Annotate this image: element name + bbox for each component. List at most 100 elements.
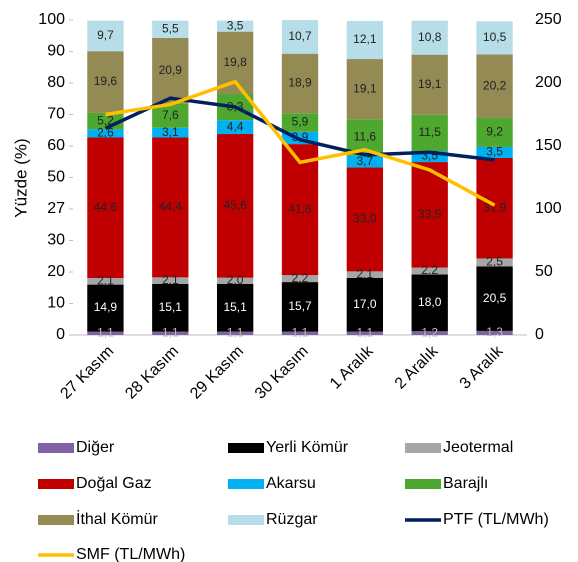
x-tick-label: 1 Aralık: [327, 342, 377, 392]
data-label: 7,6: [162, 108, 179, 122]
bar-segment: [152, 37, 189, 104]
data-label: 45,6: [223, 198, 247, 212]
legend-label: Jeotermal: [443, 439, 513, 456]
x-tick-label: 27 Kasım: [57, 343, 117, 403]
data-label: 2,1: [97, 273, 114, 287]
line: [104, 96, 495, 162]
bar-segment: [346, 59, 384, 120]
legend-swatch: [38, 515, 74, 525]
y-tick-label: 90: [47, 43, 65, 60]
y2-tick-label: 0: [535, 326, 544, 343]
bar-segment: [346, 271, 384, 278]
data-label: 5,9: [292, 115, 309, 129]
data-label: 19,6: [94, 74, 118, 88]
bar-segment: [152, 283, 189, 332]
data-label: 14,9: [94, 300, 118, 314]
bar-segment: [216, 134, 254, 278]
data-label: 2,1: [162, 273, 179, 287]
y2-tick-label: 100: [535, 200, 562, 217]
bar-segment: [281, 53, 319, 114]
bar-segment: [216, 277, 254, 284]
x-tick-label: 2 Aralık: [392, 342, 442, 392]
data-label: 11,6: [354, 130, 377, 144]
data-label: 44,4: [159, 200, 183, 214]
bar-segment: [346, 155, 384, 168]
bar-segment: [411, 151, 448, 163]
data-label: 1,1: [97, 325, 114, 339]
bar-segment: [152, 20, 189, 38]
legend-swatch: [405, 443, 441, 453]
data-label: 44,6: [94, 200, 118, 214]
data-label: 9,2: [486, 125, 503, 139]
bar-segment: [411, 54, 448, 115]
y2-tick-label: 50: [535, 263, 553, 280]
bar-segment: [411, 114, 448, 152]
y2-tick-label: 250: [535, 11, 562, 28]
bar-segment: [87, 129, 124, 138]
y2-tick-label: 150: [535, 137, 562, 154]
bar-segment: [476, 157, 513, 259]
bar-segment: [411, 274, 448, 332]
legend-label: SMF (TL/MWh): [76, 546, 185, 562]
data-label: 10,5: [483, 30, 507, 44]
bar-segment: [476, 117, 513, 147]
bar-segment: [152, 331, 189, 335]
y-tick-label: 20: [47, 263, 65, 280]
data-label: 20,5: [483, 291, 507, 305]
legend-label: İthal Kömür: [76, 509, 158, 528]
data-label: 15,7: [288, 299, 312, 313]
bar-segment: [411, 162, 448, 268]
legend-label: Doğal Gaz: [76, 475, 152, 492]
data-label: 41,6: [288, 202, 312, 216]
data-label: 1,1: [292, 325, 309, 339]
data-label: 17,0: [353, 297, 377, 311]
y2-tick-label: 200: [535, 74, 562, 91]
data-label: 19,8: [223, 55, 247, 69]
data-label: 33,0: [353, 212, 377, 226]
legend-swatch: [38, 479, 74, 489]
data-label: 19,1: [418, 77, 442, 91]
legend-swatch: [228, 515, 264, 525]
y-tick-label: 0: [56, 326, 65, 343]
data-label: 3,1: [162, 125, 179, 139]
bar-segment: [281, 113, 319, 132]
bar-segment: [216, 120, 254, 135]
data-label: 9,7: [97, 28, 114, 42]
legend-swatch: [405, 479, 441, 489]
bar-segment: [87, 284, 124, 332]
data-label: 10,7: [288, 29, 312, 43]
y-tick-label: 100: [38, 11, 65, 28]
bar-segment: [87, 277, 124, 285]
data-label: 11,5: [418, 125, 441, 139]
data-label: 2,6: [97, 126, 114, 140]
data-label: 2,2: [421, 263, 438, 277]
bar-segment: [216, 331, 254, 335]
bar-segment: [346, 331, 384, 335]
y-tick-label: 70: [47, 106, 65, 123]
bar-segment: [152, 277, 189, 284]
bar-segment: [152, 103, 189, 128]
legend-swatch: [38, 443, 74, 453]
data-label: 5,5: [162, 21, 179, 35]
data-label: 15,1: [159, 300, 183, 314]
bar-segment: [216, 20, 254, 32]
data-label: 1,1: [227, 325, 244, 339]
bar-segment: [281, 275, 319, 283]
data-label: 2,1: [357, 267, 374, 281]
x-tick-label: 29 Kasım: [187, 343, 247, 403]
legend-label: Yerli Kömür: [266, 439, 349, 456]
data-label: 18,0: [418, 295, 442, 309]
data-label: 3,7: [357, 154, 374, 168]
bar-segment: [346, 20, 384, 60]
bar-segment: [411, 20, 448, 55]
x-tick-label: 30 Kasım: [252, 343, 312, 403]
bar-segment: [476, 21, 513, 55]
bar-segment: [281, 282, 319, 332]
x-tick-label: 3 Aralık: [457, 342, 507, 392]
bar-segment: [281, 331, 319, 335]
bar-segment: [476, 146, 513, 158]
y-tick-label: 60: [47, 137, 65, 154]
legend-label: Akarsu: [266, 475, 316, 492]
bar-segment: [346, 277, 384, 332]
y-tick-label: 80: [47, 74, 65, 91]
